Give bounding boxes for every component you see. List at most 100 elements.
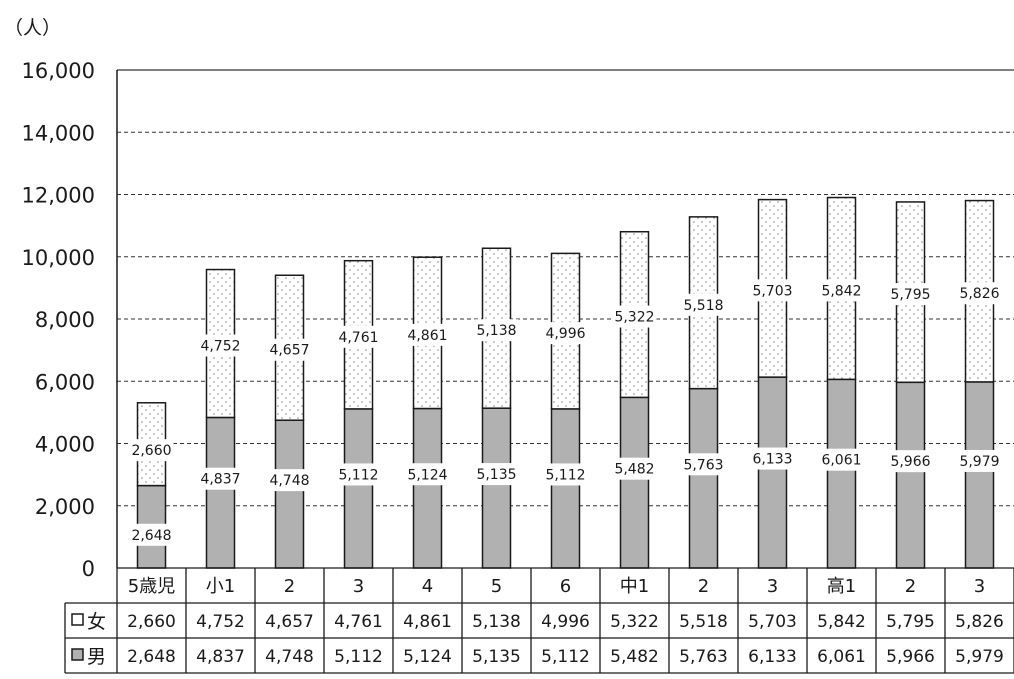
bar-value-label-female: 4,996 — [545, 326, 585, 342]
bar-value-label-female: 5,138 — [476, 323, 516, 339]
bar-value-label-male: 6,133 — [752, 452, 792, 468]
bar-value-label-female-bg — [129, 439, 174, 462]
table-cell: 5,135 — [472, 647, 521, 667]
table-cell: 2,660 — [127, 612, 176, 632]
bar-value-label-female-bg — [681, 293, 726, 316]
table-cell: 4,761 — [334, 612, 383, 632]
bar-male — [274, 419, 305, 569]
bar-value-label-female: 4,761 — [338, 330, 378, 346]
bar-male — [895, 381, 926, 569]
bar-value-label-female-bg — [336, 325, 381, 348]
category-label: 5 — [491, 576, 502, 597]
table-cell: 5,966 — [886, 647, 935, 667]
bar-value-label-male-bg — [612, 457, 657, 480]
bar-value-label-male-bg — [129, 523, 174, 546]
category-label: 6 — [560, 576, 571, 597]
bar-value-label-female-bg — [267, 338, 312, 361]
table-cell: 5,795 — [886, 612, 935, 632]
bar-value-label-male: 2,648 — [131, 528, 171, 544]
legend-label: 男 — [87, 646, 106, 668]
bar-value-label-female: 4,861 — [407, 328, 447, 344]
category-label: 中1 — [620, 576, 649, 597]
y-tick-label: 12,000 — [22, 184, 95, 208]
axes: （人） 0 2,000 4,000 6,000 8,000 10,000 12,000 14,0… — [4, 17, 118, 581]
table-cell: 6,061 — [817, 647, 866, 667]
category-label: 高1 — [827, 576, 856, 597]
bar-value-label-male: 5,482 — [614, 462, 654, 478]
bar-male — [826, 378, 857, 569]
y-unit-label: （人） — [4, 17, 61, 39]
bar-value-label-male: 5,966 — [890, 454, 930, 470]
table-cell: 5,322 — [610, 612, 659, 632]
bar-value-label-female-bg — [612, 305, 657, 328]
table-cell: 4,837 — [196, 647, 245, 667]
bar-value-label-female-bg — [474, 319, 519, 342]
bar-value-labels: 2,648 2,660 4,837 4,752 4,748 4,657 5,112 4,761… — [129, 279, 1002, 546]
bar-male — [343, 408, 374, 569]
bar-value-label-male-bg — [819, 448, 864, 471]
bar-value-label-female: 4,657 — [269, 343, 309, 359]
bar-value-label-female: 5,795 — [890, 287, 930, 303]
data-table: 5歳児 小1 2 3 4 5 6 中1 2 3 高1 2 3 女 2,660 4,752 4,657 4,761 4… — [64, 567, 1014, 674]
legend-swatch-male — [71, 648, 84, 661]
bar-value-label-male: 5,135 — [476, 467, 516, 483]
bar-male — [205, 416, 236, 569]
table-cell: 5,703 — [748, 612, 797, 632]
bar-value-label-male: 5,763 — [683, 457, 723, 473]
bar-value-label-male: 5,979 — [959, 454, 999, 470]
y-tick-label: 4,000 — [35, 433, 95, 457]
bar-value-label-male-bg — [336, 463, 381, 486]
legend-label: 女 — [87, 611, 106, 633]
table-cell: 2,648 — [127, 647, 176, 667]
category-label: 3 — [974, 576, 985, 597]
table-cell: 5,979 — [955, 647, 1004, 667]
bar-value-label-male: 4,748 — [269, 473, 309, 489]
table-cell: 4,752 — [196, 612, 245, 632]
bar-male — [550, 408, 581, 569]
table-cell: 5,842 — [817, 612, 866, 632]
y-tick-label: 16,000 — [22, 59, 95, 83]
bar-value-label-female-bg — [405, 323, 450, 346]
category-label: 2 — [284, 576, 295, 597]
category-label: 2 — [905, 576, 916, 597]
legend-swatch-female — [71, 613, 84, 626]
bar-value-label-female: 5,826 — [959, 286, 999, 302]
table-cell: 4,748 — [265, 647, 314, 667]
bar-male — [757, 376, 788, 569]
bar-value-label-male-bg — [957, 449, 1002, 472]
bar-value-label-female-bg — [198, 334, 243, 357]
bar-value-label-male-bg — [750, 447, 795, 470]
bar-value-label-male-bg — [474, 463, 519, 486]
bar-value-label-female: 5,842 — [821, 283, 861, 299]
bar-male — [481, 407, 512, 569]
category-label: 4 — [422, 576, 433, 597]
bar-male — [688, 387, 719, 569]
bar-value-label-male: 5,112 — [338, 467, 378, 483]
table-cell: 5,124 — [403, 647, 452, 667]
bar-value-label-male: 5,112 — [545, 467, 585, 483]
bar-value-label-male: 6,061 — [821, 453, 861, 469]
y-tick-label: 10,000 — [22, 246, 95, 270]
bar-value-label-male-bg — [198, 467, 243, 490]
table-cell: 5,112 — [541, 647, 590, 667]
table-cell: 5,112 — [334, 647, 383, 667]
bar-value-label-female-bg — [543, 322, 588, 345]
bar-value-label-male: 4,837 — [200, 472, 240, 488]
bar-value-label-male-bg — [681, 453, 726, 476]
bar-value-label-female: 4,752 — [200, 338, 240, 354]
bar-male — [619, 396, 650, 569]
category-label: 3 — [767, 576, 778, 597]
category-label: 2 — [698, 576, 709, 597]
table-cell: 4,861 — [403, 612, 452, 632]
bar-value-label-female-bg — [750, 279, 795, 302]
bar-value-label-female: 5,518 — [683, 298, 723, 314]
bar-value-label-male-bg — [888, 450, 933, 473]
bar-value-label-male: 5,124 — [407, 467, 447, 483]
category-label: 5歳児 — [128, 576, 175, 597]
bar-value-label-female-bg — [888, 283, 933, 306]
bar-male — [964, 381, 995, 569]
bar-value-label-male-bg — [543, 463, 588, 486]
bar-value-label-male-bg — [405, 463, 450, 486]
